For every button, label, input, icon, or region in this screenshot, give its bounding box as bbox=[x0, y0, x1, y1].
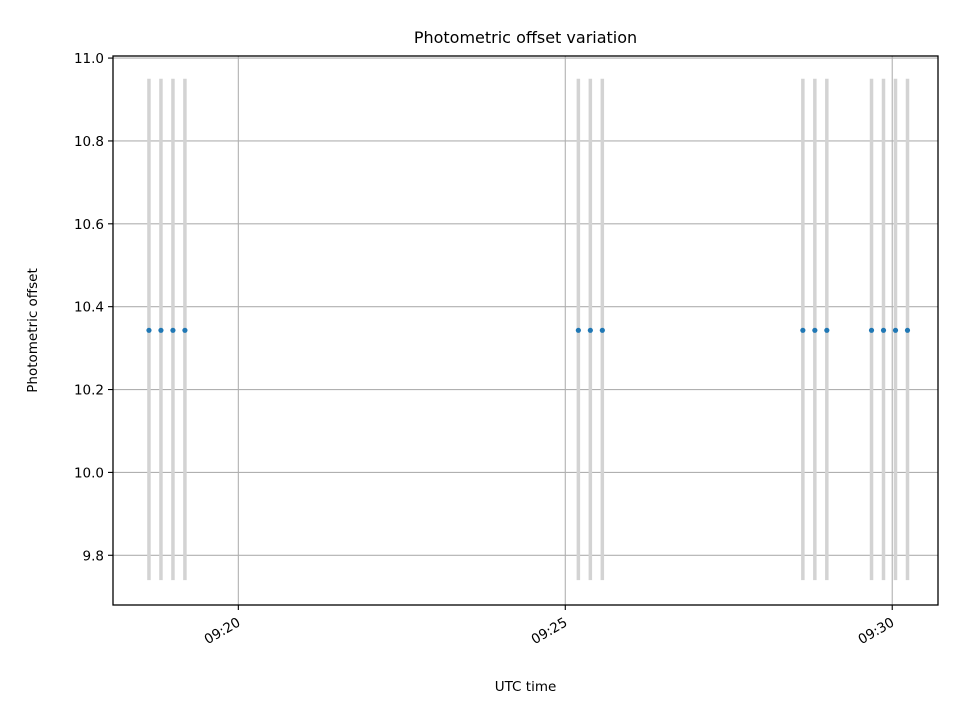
data-point bbox=[880, 327, 887, 333]
y-axis-label: Photometric offset bbox=[25, 268, 41, 392]
y-tick-label: 10.8 bbox=[74, 134, 104, 150]
data-point bbox=[158, 327, 164, 333]
data-point bbox=[812, 327, 818, 333]
grid-layer bbox=[113, 56, 938, 605]
y-tick-label: 10.0 bbox=[74, 465, 104, 481]
chart-title: Photometric offset variation bbox=[414, 28, 637, 47]
data-point bbox=[587, 327, 593, 333]
y-tick-label: 9.8 bbox=[83, 548, 104, 564]
data-point bbox=[182, 327, 188, 333]
data-point bbox=[146, 327, 152, 333]
data-point bbox=[599, 327, 605, 333]
data-point bbox=[868, 327, 875, 333]
y-tick-label: 10.6 bbox=[74, 217, 104, 233]
x-axis-label: UTC time bbox=[495, 679, 557, 695]
data-point bbox=[800, 327, 806, 333]
y-tick-label: 10.4 bbox=[74, 300, 104, 316]
data-point bbox=[170, 327, 176, 333]
point-layer bbox=[146, 327, 911, 333]
data-point bbox=[575, 327, 581, 333]
y-tick-label: 11.0 bbox=[74, 51, 104, 67]
data-point bbox=[904, 327, 911, 333]
plot-frame bbox=[112, 55, 939, 606]
data-point bbox=[892, 327, 899, 333]
y-tick-label: 10.2 bbox=[74, 383, 104, 399]
data-point bbox=[824, 327, 830, 333]
